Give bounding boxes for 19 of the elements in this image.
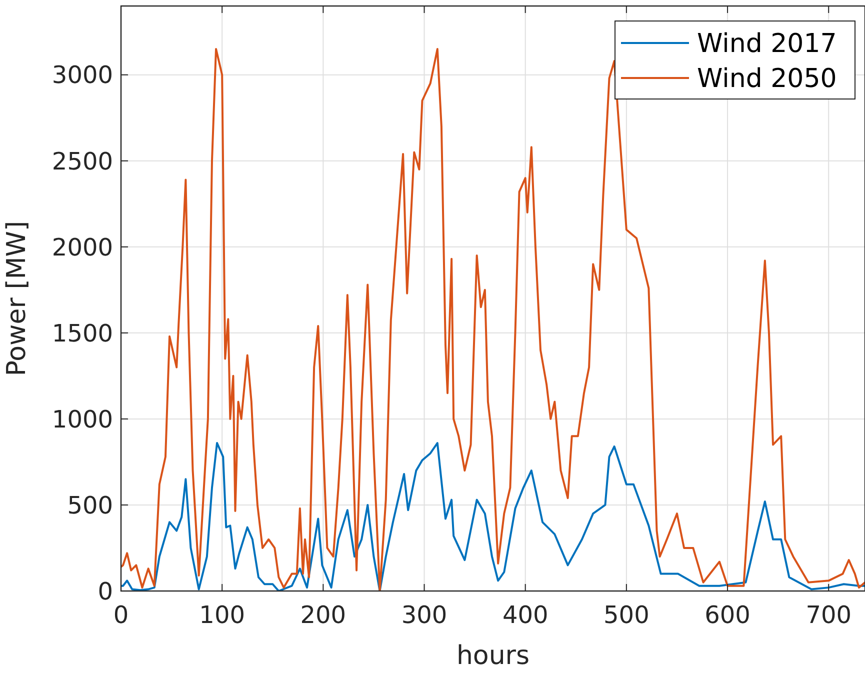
x-axis-title: hours xyxy=(456,641,530,671)
x-tick-label: 500 xyxy=(604,601,650,629)
y-tick-label: 1500 xyxy=(52,319,113,348)
x-tick-label: 100 xyxy=(199,601,245,629)
y-tick-label: 1000 xyxy=(52,405,113,434)
line-series xyxy=(121,442,865,591)
y-tick-label: 2500 xyxy=(52,147,113,176)
y-tick-label: 2000 xyxy=(52,233,113,262)
x-tick-label: 300 xyxy=(401,601,448,629)
y-tick-label: 500 xyxy=(67,491,113,520)
x-tick-label: 400 xyxy=(502,601,548,629)
legend-label: Wind 2050 xyxy=(697,64,837,94)
y-tick-label: 3000 xyxy=(52,61,113,90)
y-tick-label: 0 xyxy=(98,577,113,606)
x-tick-label: 200 xyxy=(300,601,346,629)
x-tick-label: 600 xyxy=(704,601,750,629)
y-axis-title: Power [MW] xyxy=(2,220,32,376)
x-tick-label: 700 xyxy=(806,601,852,629)
legend-label: Wind 2017 xyxy=(697,29,837,60)
